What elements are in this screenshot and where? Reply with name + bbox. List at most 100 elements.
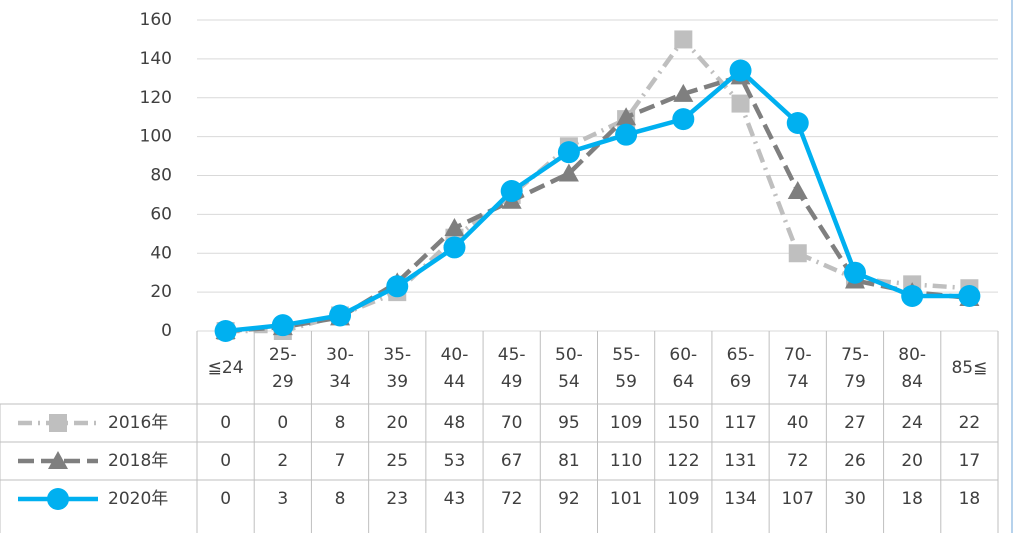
x-tick-label-part: 69 xyxy=(730,372,752,392)
table-value: 27 xyxy=(844,413,866,433)
table-value: 92 xyxy=(558,489,580,509)
table-value: 0 xyxy=(220,489,231,509)
x-tick-label-part: 60- xyxy=(669,345,697,365)
x-tick-label-part: 29 xyxy=(272,372,294,392)
y-tick-label: 140 xyxy=(140,49,172,69)
series xyxy=(216,30,979,340)
table-value: 30 xyxy=(844,489,866,509)
x-tick-label-part: 25- xyxy=(269,345,297,365)
table-value: 7 xyxy=(335,451,346,471)
table-value: 109 xyxy=(610,413,642,433)
table-value: 17 xyxy=(959,451,981,471)
x-tick-label-part: 45- xyxy=(498,345,526,365)
x-tick-label: 30-34 xyxy=(326,345,354,392)
marker xyxy=(49,414,67,432)
table-value: 131 xyxy=(724,451,756,471)
x-tick-label: ≦24 xyxy=(208,358,244,378)
x-tick-label-part: 39 xyxy=(386,372,408,392)
y-tick-label: 0 xyxy=(161,321,172,341)
marker xyxy=(673,83,694,102)
marker xyxy=(731,94,750,113)
marker xyxy=(386,275,409,298)
x-tick-label-part: 54 xyxy=(558,372,580,392)
table-value: 0 xyxy=(220,413,231,433)
legend-label: 2016年 xyxy=(108,413,168,433)
x-tick-label-part: 74 xyxy=(787,372,809,392)
x-tick-label: 25-29 xyxy=(269,345,297,392)
y-tick-label: 80 xyxy=(150,166,172,186)
x-tick-label-part: 35- xyxy=(383,345,411,365)
marker xyxy=(443,236,466,259)
x-tick-label: 65-69 xyxy=(727,345,755,392)
table-value: 22 xyxy=(959,413,981,433)
y-tick-label: 20 xyxy=(150,282,172,302)
table-value: 117 xyxy=(724,413,756,433)
x-tick-label: 80-84 xyxy=(898,345,926,392)
x-tick-label: 40-44 xyxy=(441,345,469,392)
table-value: 67 xyxy=(501,451,523,471)
series xyxy=(214,59,981,342)
x-tick-label: 50-54 xyxy=(555,345,583,392)
table-value: 48 xyxy=(444,413,466,433)
y-tick-label: 60 xyxy=(150,204,172,224)
table-value: 23 xyxy=(386,489,408,509)
table-value: 26 xyxy=(844,451,866,471)
table-value: 0 xyxy=(220,451,231,471)
table-value: 53 xyxy=(444,451,466,471)
table-value: 43 xyxy=(444,489,466,509)
x-tick-label: 70-74 xyxy=(784,345,812,392)
x-tick-label-part: 84 xyxy=(901,372,923,392)
table-value: 20 xyxy=(901,451,923,471)
y-tick-label: 100 xyxy=(140,127,172,147)
x-tick-label: 85≦ xyxy=(951,358,987,378)
table-value: 70 xyxy=(501,413,523,433)
marker xyxy=(214,320,237,342)
table-value: 101 xyxy=(610,489,642,509)
table-value: 72 xyxy=(501,489,523,509)
y-tick-label: 40 xyxy=(150,243,172,263)
x-tick-label-part: 75- xyxy=(841,345,869,365)
marker xyxy=(271,314,294,337)
table-value: 8 xyxy=(335,413,346,433)
y-tick-label: 160 xyxy=(140,10,172,30)
marker xyxy=(558,163,579,182)
marker xyxy=(500,180,523,203)
table-value: 3 xyxy=(277,489,288,509)
table-value: 110 xyxy=(610,451,642,471)
marker xyxy=(616,107,637,126)
x-tick-label: 55-59 xyxy=(612,345,640,392)
x-tick-label-part: 79 xyxy=(844,372,866,392)
series xyxy=(215,66,980,339)
x-tick-label-part: 64 xyxy=(673,372,695,392)
table-value: 81 xyxy=(558,451,580,471)
x-tick-label-part: 59 xyxy=(615,372,637,392)
marker xyxy=(672,108,695,131)
table-value: 18 xyxy=(959,489,981,509)
x-tick-label: 45-49 xyxy=(498,345,526,392)
x-tick-label-part: 70- xyxy=(784,345,812,365)
x-tick-label-part: 30- xyxy=(326,345,354,365)
table-value: 25 xyxy=(386,451,408,471)
marker xyxy=(788,244,807,263)
table-value: 8 xyxy=(335,489,346,509)
x-tick-label-part: 44 xyxy=(444,372,466,392)
table-value: 18 xyxy=(901,489,923,509)
table-value: 150 xyxy=(667,413,699,433)
marker xyxy=(786,112,809,135)
marker xyxy=(787,181,808,200)
marker xyxy=(444,217,465,236)
line xyxy=(225,74,970,334)
legend-label: 2020年 xyxy=(108,489,168,509)
x-tick-label-part: 34 xyxy=(329,372,351,392)
table-value: 95 xyxy=(558,413,580,433)
marker xyxy=(843,261,866,284)
x-tick-label: 75-79 xyxy=(841,345,869,392)
table-value: 122 xyxy=(667,451,699,471)
legend-label: 2018年 xyxy=(108,451,168,471)
marker xyxy=(615,123,638,146)
x-tick-label-part: 50- xyxy=(555,345,583,365)
marker xyxy=(674,30,693,49)
x-tick-label-part: 40- xyxy=(441,345,469,365)
marker xyxy=(47,488,69,510)
